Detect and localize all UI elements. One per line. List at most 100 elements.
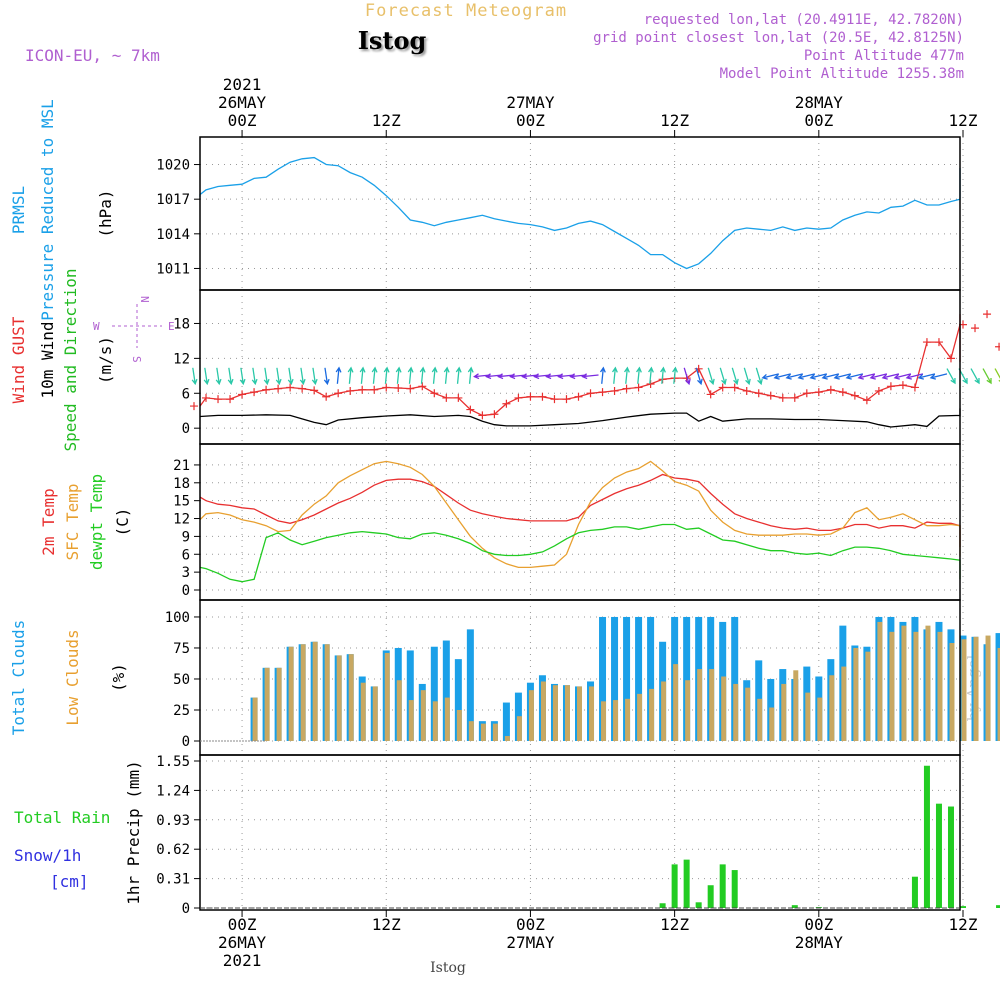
y-tick-label: 0 bbox=[182, 734, 190, 750]
total-cloud-bar bbox=[635, 616, 643, 741]
low-cloud-bar bbox=[492, 723, 498, 741]
rain-bar bbox=[671, 864, 678, 908]
wind-arrow bbox=[809, 373, 827, 380]
top-time-label: 28MAY bbox=[795, 93, 844, 112]
gust-marker bbox=[754, 389, 763, 398]
panel-label: 1hr Precip (mm) bbox=[124, 760, 143, 905]
gust-marker bbox=[995, 342, 1000, 351]
gust-marker bbox=[322, 392, 331, 401]
y-tick-label: 9 bbox=[182, 529, 190, 545]
wind-arrow bbox=[785, 373, 803, 380]
wind-arrow bbox=[917, 373, 936, 380]
total-cloud-bar bbox=[623, 616, 631, 741]
panel-label: Snow/1h bbox=[14, 846, 81, 865]
gust-marker bbox=[454, 393, 463, 402]
compass-east: E bbox=[168, 320, 175, 333]
y-tick-label: 1.24 bbox=[156, 783, 190, 799]
low-cloud-bar bbox=[949, 643, 955, 741]
low-cloud-bar bbox=[661, 681, 667, 741]
gust-marker bbox=[778, 393, 787, 402]
wind-arrow bbox=[636, 366, 642, 384]
model-altitude: Model Point Altitude 1255.38m bbox=[720, 66, 964, 82]
low-cloud-bar bbox=[985, 635, 991, 741]
wind-arrow bbox=[215, 367, 222, 386]
rain-bar bbox=[947, 806, 954, 908]
wind-arrow bbox=[982, 368, 992, 385]
y-tick-label: 50 bbox=[173, 672, 190, 688]
low-cloud-bar bbox=[625, 698, 631, 741]
panel-label: (%) bbox=[109, 663, 128, 692]
low-cloud-bar bbox=[769, 707, 775, 741]
top-time-label: 00Z bbox=[228, 111, 257, 130]
grid-point-location: grid point closest lon,lat (20.5E, 42.81… bbox=[593, 30, 964, 46]
bottom-time-label: 27MAY bbox=[506, 933, 555, 952]
total-cloud-bar bbox=[442, 640, 450, 741]
panel-label: SFC Temp bbox=[63, 483, 82, 560]
low-cloud-bar bbox=[480, 723, 486, 741]
gust-marker bbox=[622, 384, 631, 393]
top-time-label: 00Z bbox=[516, 111, 545, 130]
low-cloud-bar bbox=[973, 636, 979, 741]
low-cloud-bar bbox=[420, 690, 426, 741]
panel-label: (hPa) bbox=[96, 189, 115, 237]
total-cloud-bar bbox=[731, 616, 739, 741]
gust-marker bbox=[430, 389, 439, 398]
panel-label: [cm] bbox=[50, 872, 89, 891]
gust-marker bbox=[574, 392, 583, 401]
rain-bar bbox=[923, 765, 930, 908]
gust-marker bbox=[886, 382, 895, 391]
gust-marker bbox=[346, 386, 355, 395]
panel-frame bbox=[199, 754, 961, 911]
panel-frame bbox=[199, 136, 961, 291]
wind-arrow bbox=[239, 367, 246, 386]
gust-marker bbox=[262, 385, 271, 394]
y-tick-label: 1.55 bbox=[156, 754, 190, 770]
total-cloud-bar bbox=[647, 616, 655, 741]
requested-location: requested lon,lat (20.4911E, 42.7820N) bbox=[644, 12, 964, 28]
wind-arrow bbox=[833, 373, 852, 380]
low-cloud-bar bbox=[709, 669, 715, 741]
rain-bar bbox=[791, 905, 798, 908]
bottom-time-label: 12Z bbox=[949, 915, 978, 934]
gust-marker bbox=[190, 402, 198, 411]
y-tick-label: 1017 bbox=[156, 192, 190, 208]
low-cloud-bar bbox=[805, 692, 811, 741]
wind-arrow bbox=[431, 366, 438, 384]
compass-west: W bbox=[93, 320, 100, 333]
y-tick-label: 0 bbox=[182, 583, 190, 599]
low-cloud-bar bbox=[997, 647, 1000, 741]
gust-marker bbox=[514, 393, 523, 402]
series-wind-gust bbox=[199, 314, 961, 417]
low-cloud-bar bbox=[961, 639, 967, 741]
gust-marker bbox=[394, 384, 403, 393]
wind-arrow bbox=[821, 373, 839, 380]
y-tick-label: 21 bbox=[173, 458, 190, 474]
footer-station: Istog bbox=[430, 960, 466, 976]
panel-label: (C) bbox=[113, 508, 132, 537]
wind-arrow bbox=[467, 366, 474, 384]
low-cloud-bar bbox=[781, 683, 787, 741]
wind-arrow bbox=[323, 367, 330, 386]
compass-cross bbox=[112, 304, 162, 348]
low-cloud-bar bbox=[396, 680, 402, 741]
gust-marker bbox=[718, 383, 727, 392]
wind-arrow bbox=[311, 367, 318, 386]
panel-label: Pressure Reduced to MSL bbox=[38, 99, 57, 321]
y-tick-label: 18 bbox=[173, 316, 190, 332]
low-cloud-bar bbox=[324, 644, 330, 741]
low-cloud-bar bbox=[757, 698, 763, 741]
bottom-time-label: 00Z bbox=[516, 915, 545, 934]
y-tick-label: 18 bbox=[173, 476, 190, 492]
low-cloud-bar bbox=[564, 685, 570, 741]
low-cloud-bar bbox=[276, 667, 282, 741]
low-cloud-bar bbox=[913, 631, 919, 741]
y-tick-label: 0.93 bbox=[156, 813, 190, 829]
wind-arrow bbox=[275, 367, 282, 386]
gust-marker bbox=[538, 392, 547, 401]
wind-arrow bbox=[624, 366, 630, 384]
low-cloud-bar bbox=[817, 697, 823, 741]
gust-marker bbox=[466, 405, 475, 414]
y-tick-label: 1014 bbox=[156, 227, 190, 243]
low-cloud-bar bbox=[685, 680, 691, 741]
rain-bar bbox=[707, 885, 714, 908]
